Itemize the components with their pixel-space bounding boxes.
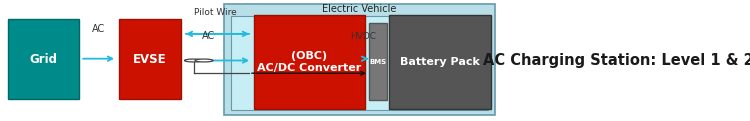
Text: AC Charging Station: Level 1 & 2: AC Charging Station: Level 1 & 2 [483,53,750,68]
Text: AC: AC [92,24,105,34]
Text: EVSE: EVSE [133,53,166,66]
Text: Battery Pack: Battery Pack [400,57,480,67]
Text: Pilot Wire: Pilot Wire [194,8,236,17]
Text: AC: AC [202,31,215,41]
FancyBboxPatch shape [8,19,79,99]
Circle shape [195,59,213,62]
Text: Grid: Grid [29,53,57,66]
Text: HVDC: HVDC [350,32,376,41]
Text: (OBC)
AC/DC Converter: (OBC) AC/DC Converter [256,51,362,72]
FancyBboxPatch shape [254,15,364,109]
FancyBboxPatch shape [224,4,495,115]
FancyBboxPatch shape [389,15,490,109]
FancyBboxPatch shape [369,23,387,100]
Circle shape [184,59,202,62]
Text: Electric Vehicle: Electric Vehicle [322,4,397,14]
Text: BMS: BMS [370,59,386,65]
FancyBboxPatch shape [118,19,181,99]
FancyBboxPatch shape [231,16,488,110]
